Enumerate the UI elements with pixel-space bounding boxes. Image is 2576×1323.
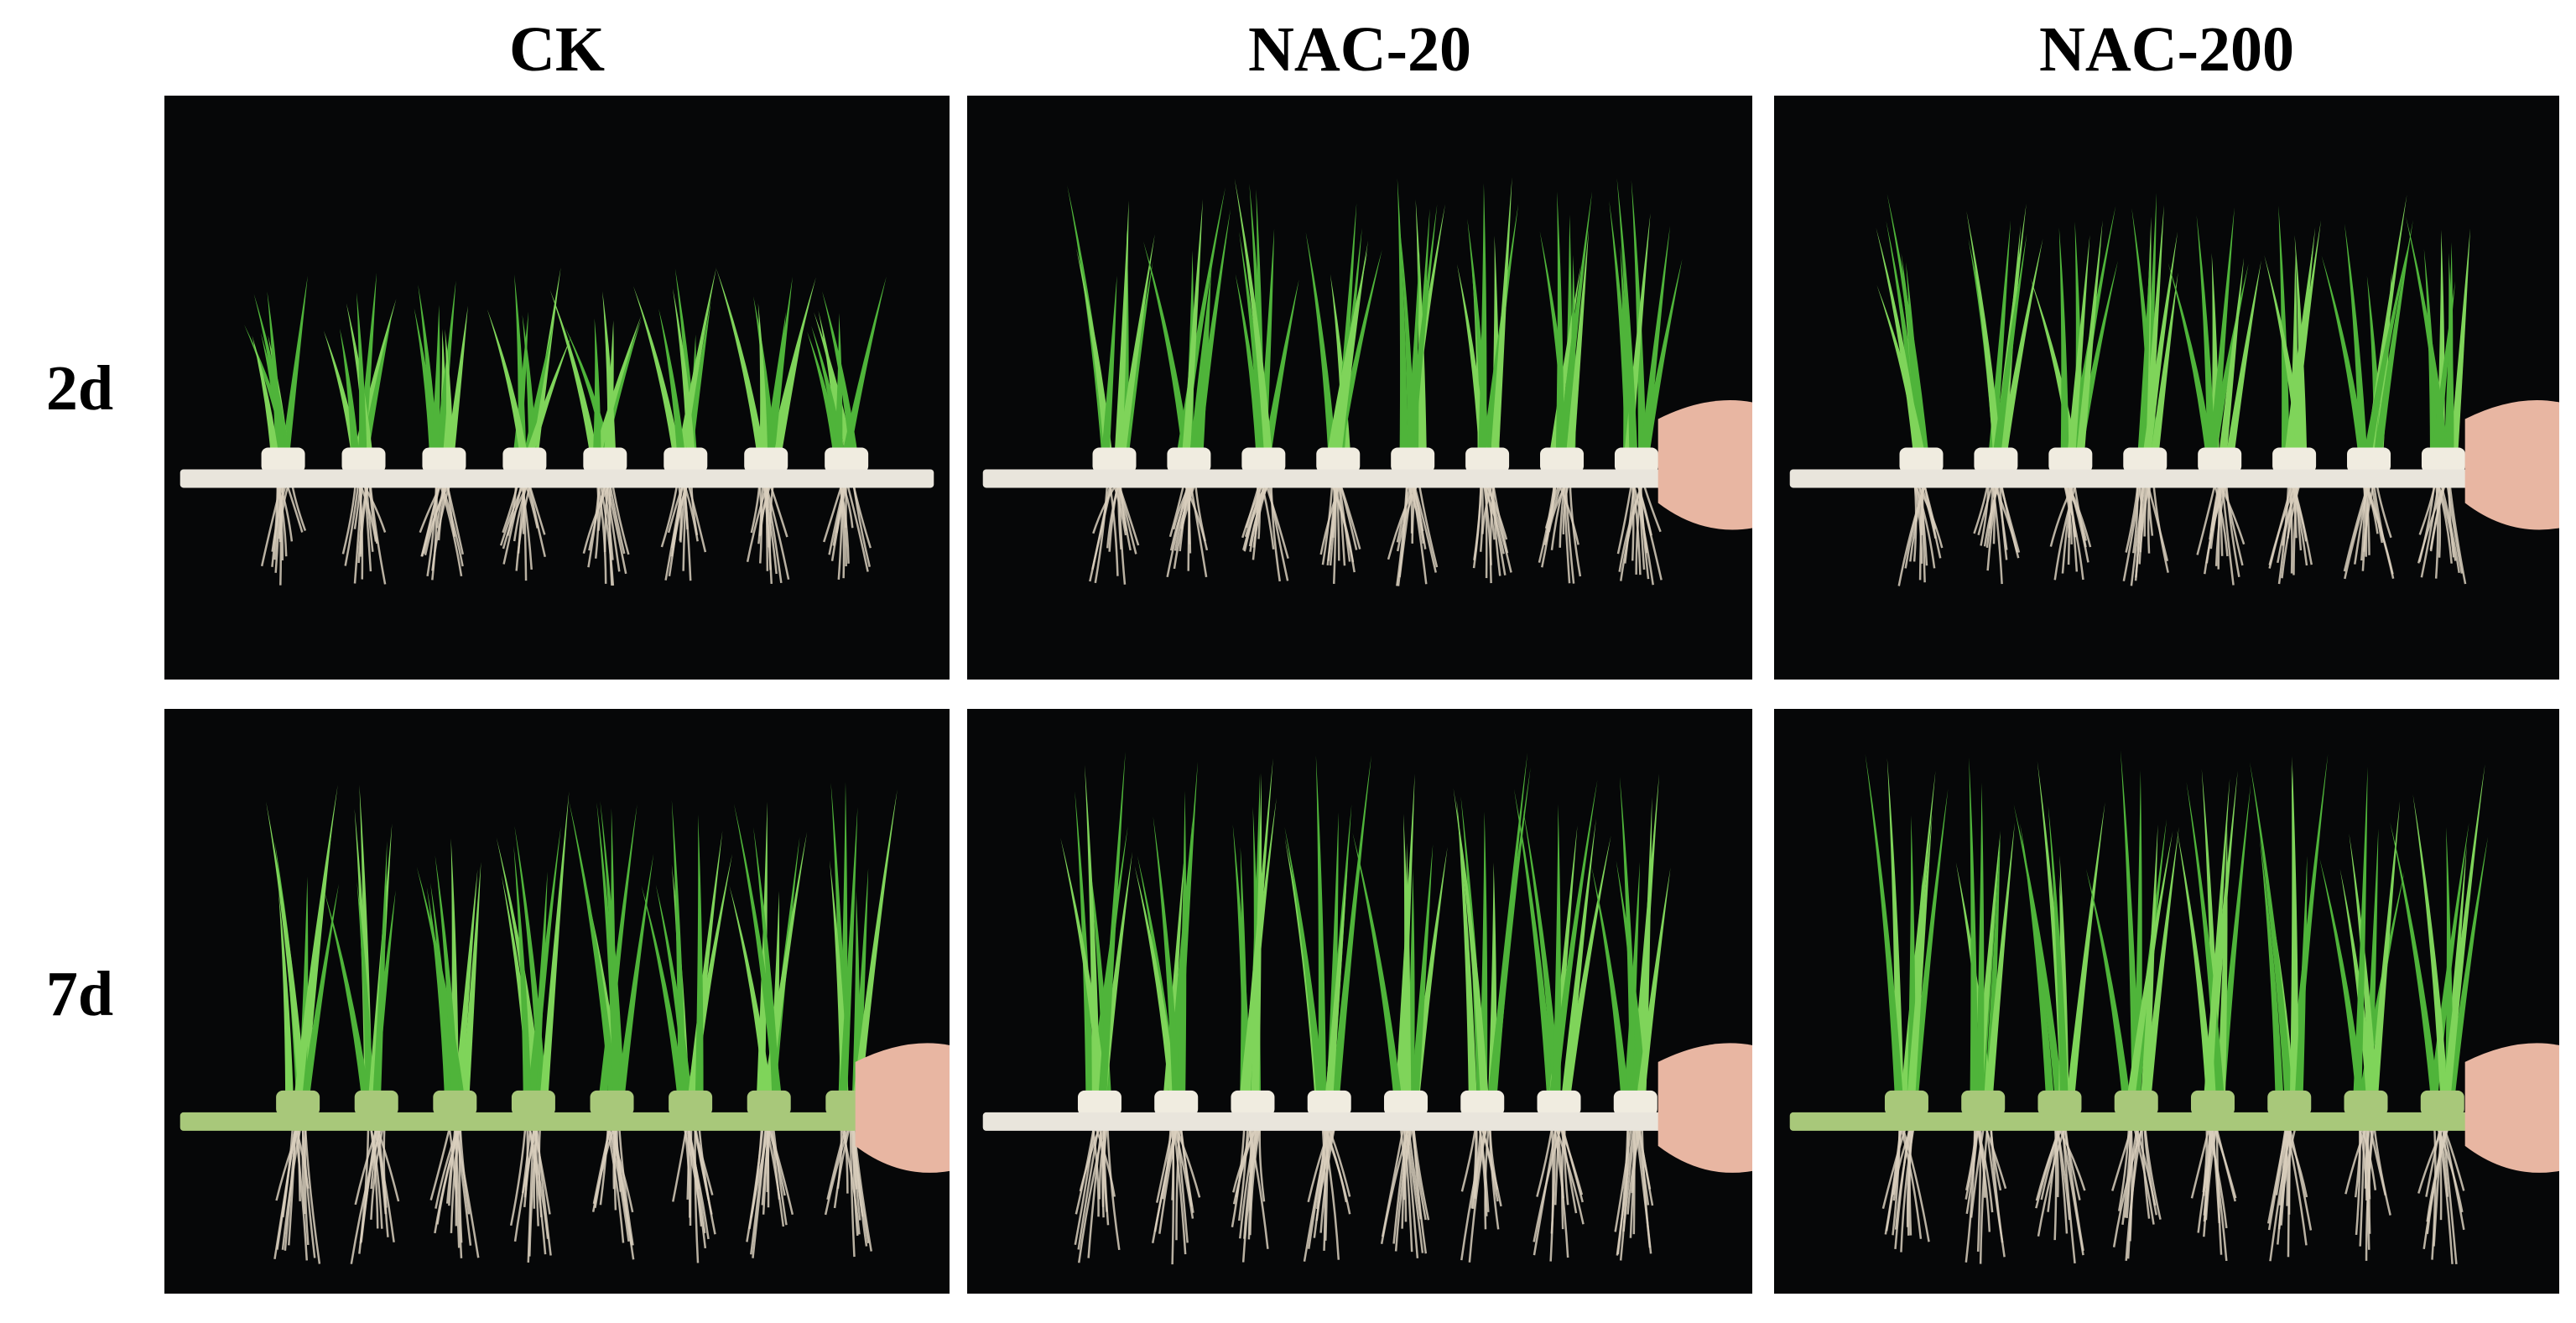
row-label-2d: 2d	[45, 353, 114, 424]
row-label-7d: 7d	[45, 959, 114, 1029]
column-label-ck: CK	[509, 14, 605, 85]
photo-nac-20-7d	[967, 709, 1752, 1294]
seedling-illustration	[180, 267, 934, 586]
seedling-illustration	[1789, 750, 2559, 1265]
photo-ck-7d	[164, 709, 950, 1294]
photo-ck-2d	[164, 96, 950, 680]
seedling-illustration	[982, 751, 1752, 1265]
seedling-illustration	[1789, 192, 2559, 586]
photo-nac-20-2d	[967, 96, 1752, 680]
photo-nac-200-2d	[1774, 96, 2559, 680]
seedling-illustration	[982, 177, 1752, 586]
column-label-nac-200: NAC-200	[2039, 14, 2294, 85]
seedling-illustration	[180, 782, 950, 1264]
column-label-nac-20: NAC-20	[1248, 14, 1471, 85]
photo-nac-200-7d	[1774, 709, 2559, 1294]
